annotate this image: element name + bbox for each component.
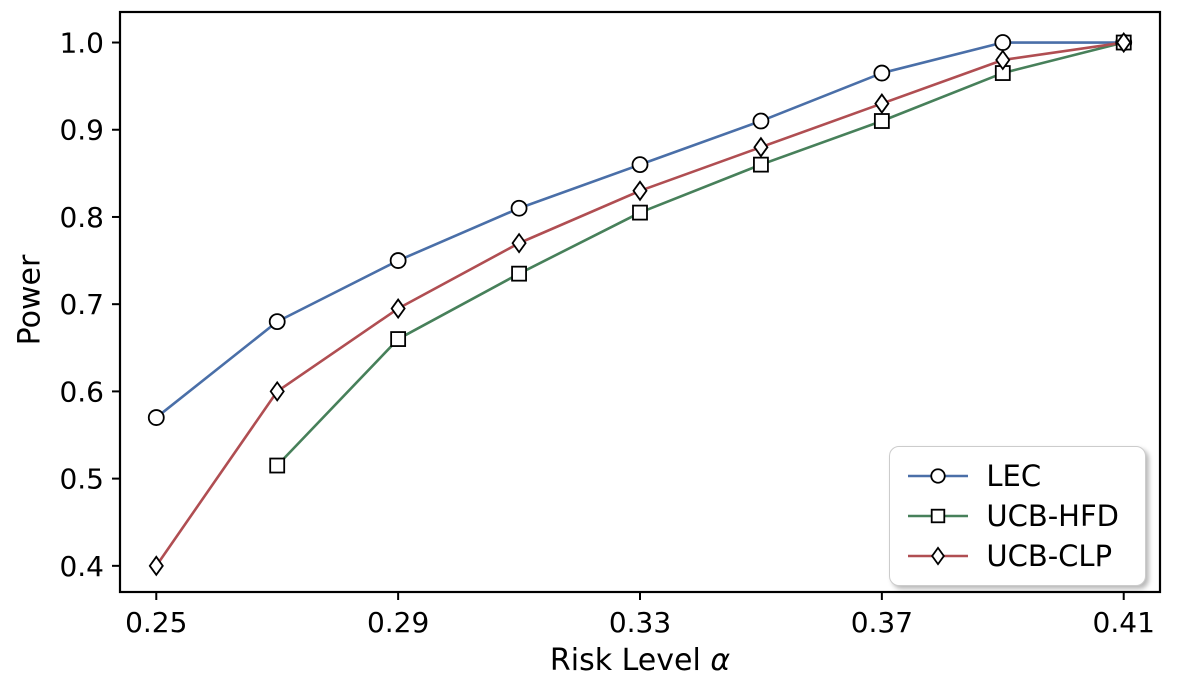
legend-entry-UCB-CLP: UCB-CLP xyxy=(906,539,1119,573)
x-tick-label: 0.37 xyxy=(851,606,913,639)
y-tick-label: 1.0 xyxy=(59,27,104,60)
square-marker xyxy=(511,265,527,282)
circle-marker xyxy=(873,64,891,82)
diamond-marker xyxy=(269,380,285,402)
circle-marker xyxy=(389,252,407,269)
square-marker xyxy=(632,204,648,221)
y-tick-label: 0.6 xyxy=(59,375,104,408)
circle-marker xyxy=(752,112,770,130)
diamond-marker xyxy=(874,93,890,115)
legend-label: LEC xyxy=(986,459,1042,493)
y-tick-label: 0.9 xyxy=(59,114,104,147)
series-line-LEC xyxy=(154,41,1126,419)
x-tick-label: 0.41 xyxy=(1093,606,1155,639)
legend-sample-diamond-icon xyxy=(908,546,969,566)
circle-marker xyxy=(147,409,165,426)
legend: LEC UCB-HFD UCB-CLP xyxy=(889,446,1146,586)
diamond-marker xyxy=(148,555,164,577)
legend-entry-UCB-HFD: UCB-HFD xyxy=(906,499,1119,533)
square-marker xyxy=(753,156,769,173)
y-tick-label: 0.4 xyxy=(59,550,104,583)
diamond-marker xyxy=(753,136,769,158)
diamond-marker xyxy=(632,180,648,202)
y-tick-label: 0.7 xyxy=(59,288,104,321)
x-axis-label-text: Risk Level xyxy=(549,643,711,678)
legend-label: UCB-HFD xyxy=(986,499,1119,533)
legend-circle-marker xyxy=(930,468,946,484)
series-markers-UCB-CLP xyxy=(148,31,1132,577)
y-tick-label: 0.5 xyxy=(59,463,104,496)
legend-label: UCB-CLP xyxy=(986,539,1113,573)
legend-square-marker xyxy=(931,508,946,524)
legend-diamond-marker xyxy=(931,546,946,566)
x-tick-label: 0.33 xyxy=(609,606,671,639)
square-marker xyxy=(873,113,890,129)
circle-marker xyxy=(631,156,649,174)
circle-marker xyxy=(994,34,1012,51)
circle-marker xyxy=(510,199,528,217)
plot-border xyxy=(118,10,1162,594)
circle-marker xyxy=(268,313,286,331)
square-marker xyxy=(269,457,286,474)
legend-sample-square-icon xyxy=(908,508,969,524)
series-line-UCB-HFD xyxy=(275,41,1126,467)
x-axis-label: Risk Level α xyxy=(550,643,730,678)
y-axis-label: Power xyxy=(12,254,48,346)
legend-sample-circle-icon xyxy=(908,468,969,484)
diamond-marker xyxy=(390,298,406,320)
diamond-marker xyxy=(1116,31,1132,54)
y-tick-label: 0.8 xyxy=(59,201,104,234)
x-tick-label: 0.29 xyxy=(367,606,429,639)
x-axis-label-symbol: α xyxy=(710,643,731,678)
series-markers-LEC xyxy=(147,34,1133,426)
legend-entry-LEC: LEC xyxy=(906,459,1119,493)
diamond-marker xyxy=(995,49,1011,71)
diamond-marker xyxy=(511,232,527,254)
square-marker xyxy=(390,331,407,347)
x-tick-label: 0.25 xyxy=(125,606,187,639)
